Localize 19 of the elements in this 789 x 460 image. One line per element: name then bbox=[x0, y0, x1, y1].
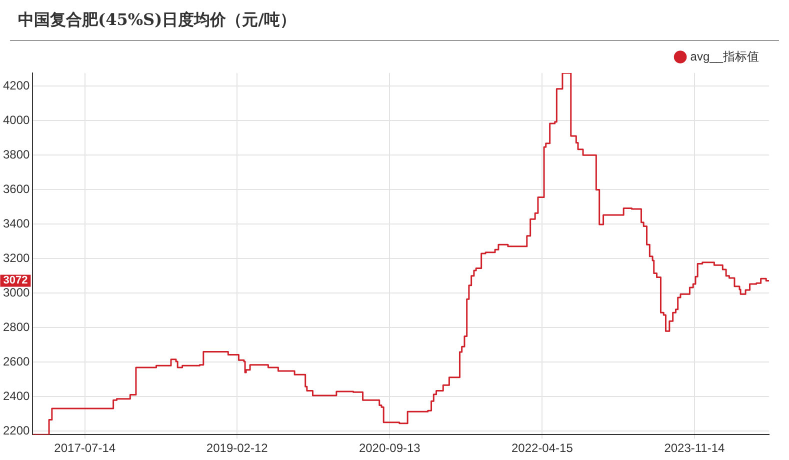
y-tick-label: 3200 bbox=[2, 250, 30, 265]
y-tick-label: 3400 bbox=[2, 216, 30, 230]
x-tick-label: 2022-04-15 bbox=[511, 441, 574, 456]
y-tick-label: 2200 bbox=[2, 423, 30, 438]
chart-title: 中国复合肥(45%S)日度均价（元/吨） bbox=[10, 0, 779, 41]
y-tick-label: 4200 bbox=[2, 78, 30, 92]
y-tick-label: 4000 bbox=[2, 112, 30, 127]
y-tick-label: 3800 bbox=[2, 147, 30, 162]
y-tick-label: 2400 bbox=[2, 388, 30, 403]
annotation: 3072 bbox=[3, 274, 28, 287]
y-tick-label: 3600 bbox=[2, 182, 30, 196]
y-tick-label: 2800 bbox=[2, 320, 30, 334]
x-tick-label: 2023-11-14 bbox=[664, 441, 726, 456]
y-tick-label: 2600 bbox=[2, 354, 30, 368]
x-tick-label: 2019-02-12 bbox=[206, 441, 268, 456]
legend-label: avg__指标值 bbox=[690, 49, 760, 64]
y-tick-label: 3000 bbox=[2, 285, 30, 300]
x-tick-label: 2017-07-14 bbox=[54, 441, 116, 456]
x-tick-label: 2020-09-13 bbox=[358, 441, 421, 456]
